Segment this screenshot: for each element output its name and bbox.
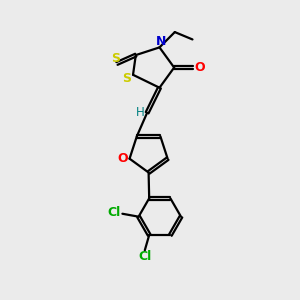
Text: O: O: [194, 61, 205, 74]
Text: S: S: [111, 52, 120, 65]
Text: S: S: [122, 72, 131, 85]
Text: N: N: [156, 35, 166, 48]
Text: Cl: Cl: [138, 250, 152, 263]
Text: O: O: [118, 152, 128, 165]
Text: Cl: Cl: [107, 206, 121, 219]
Text: H: H: [135, 106, 144, 119]
